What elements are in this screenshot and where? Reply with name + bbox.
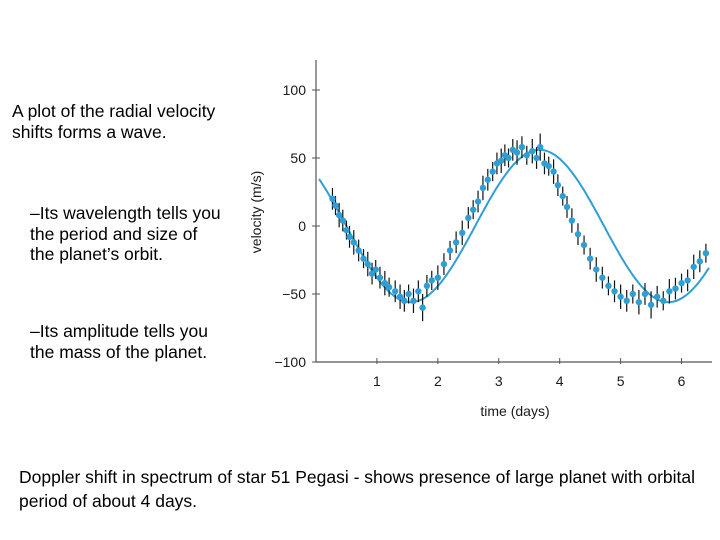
data-point [623,297,630,304]
data-point [593,266,600,273]
tick-labels: 100 50 0 −50 −100 1 2 3 4 5 6 [274,82,685,389]
data-point [505,154,512,162]
data-point [372,266,379,273]
data-point [696,258,704,265]
data-point [653,293,661,300]
x-tick-label: 3 [495,373,503,389]
data-point [599,274,606,281]
data-point [660,297,667,304]
data-point [410,297,417,304]
data-point [586,255,594,262]
data-point [545,162,552,170]
error-bars [331,133,707,322]
data-point [419,304,426,311]
data-point [563,203,571,211]
data-point [355,247,362,254]
data-point [360,255,367,262]
data-point [550,168,557,175]
y-axis-label: velocity (m/s) [248,171,264,253]
data-point [629,290,636,298]
data-point [574,230,582,238]
data-point [479,184,487,192]
data-point [392,288,399,295]
x-tick-label: 2 [434,373,442,389]
data-point [568,217,576,224]
data-point [440,260,448,268]
data-point [554,182,562,189]
data-point [559,192,566,200]
data-point [401,297,408,304]
data-point [329,195,336,202]
data-point [678,279,685,287]
data-point [518,143,526,151]
data-point [339,217,347,224]
data-point [523,152,530,159]
data-point [415,288,422,295]
fit-curve-group [318,148,710,304]
data-point [346,233,353,241]
x-tick-label: 5 [617,373,625,389]
data-point [459,229,466,236]
fit-curve [318,148,710,304]
data-point [684,277,691,284]
data-point [536,143,544,151]
y-tick-label: 50 [290,150,306,166]
data-point [635,298,643,306]
bullet-amplitude: –Its amplitude tells you the mass of the… [30,321,209,362]
data-point [513,149,521,156]
data-point [617,293,624,300]
data-point [343,226,350,234]
data-point [364,260,371,268]
y-tick-label: −100 [274,354,306,370]
data-point [423,282,431,290]
data-point [381,279,389,287]
data-point [446,247,454,254]
data-point [376,274,384,281]
data-point [335,211,343,219]
data-point [529,148,536,155]
data-point [641,290,649,298]
data-point [452,239,460,246]
bullet-wavelength: –Its wavelength tells you the period and… [30,203,221,264]
data-point [533,154,540,162]
data-point [396,293,404,300]
axes [312,60,712,364]
y-tick-label: −50 [282,286,306,302]
y-tick-label: 0 [298,218,306,234]
data-point [434,274,442,281]
data-points [329,143,710,311]
data-point [498,157,505,164]
data-point [672,285,679,292]
data-point [702,250,710,257]
data-point [489,168,496,175]
data-point [580,241,588,249]
data-point [368,270,376,277]
data-point [611,288,618,295]
data-point [469,206,477,213]
x-tick-label: 6 [678,373,686,389]
data-point [484,176,492,183]
data-point [605,282,612,290]
intro-text: A plot of the radial velocity shifts for… [12,101,216,142]
data-point [690,263,697,270]
data-point [332,202,339,209]
data-point [465,214,472,222]
data-point [350,239,357,246]
caption: Doppler shift in spectrum of star 51 Peg… [19,467,696,511]
data-point [385,284,393,291]
data-point [474,198,482,205]
data-point [647,301,655,309]
x-tick-label: 1 [373,373,381,389]
x-axis-label: time (days) [480,403,549,419]
y-tick-label: 100 [283,82,307,98]
data-point [666,288,673,295]
data-point [428,277,435,284]
x-tick-label: 4 [556,373,564,389]
data-point [405,290,412,298]
